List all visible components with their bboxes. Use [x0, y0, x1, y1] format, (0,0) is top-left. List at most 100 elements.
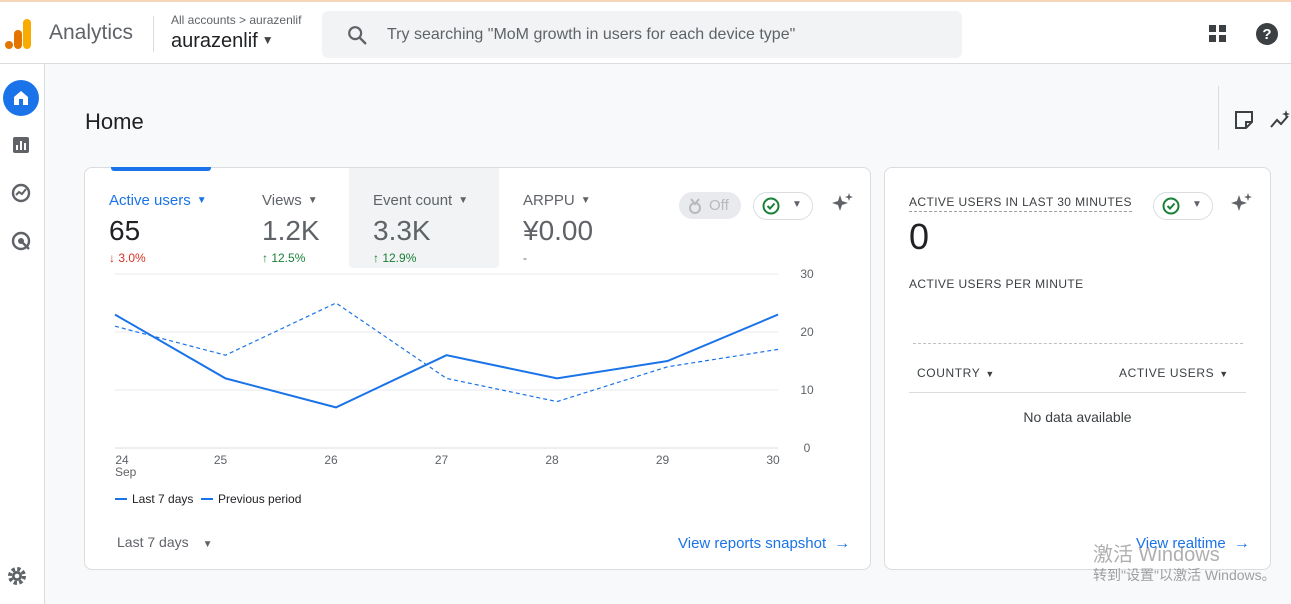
chevron-down-icon: ▼ — [792, 199, 802, 210]
chevron-down-icon: ▼ — [202, 539, 213, 550]
series-line-current — [114, 313, 779, 409]
date-range-selector[interactable]: Last 7 days ▼ — [117, 534, 213, 550]
legend-item-previous: Previous period — [201, 492, 301, 506]
data-quality-button[interactable]: ▼ — [753, 192, 813, 220]
arrow-right-icon: → — [1233, 535, 1250, 552]
windows-activation-watermark: 激活 Windows — [1093, 544, 1220, 566]
x-tick-label: 30 — [766, 453, 780, 467]
legend-swatch-solid — [115, 498, 127, 500]
metric-value: 1.2K — [262, 215, 320, 246]
metric-label: Active users ▼ — [109, 192, 207, 209]
metric-arppu[interactable]: ARPPU ▼ ¥0.00 - — [523, 168, 653, 268]
metric-label: Views ▼ — [262, 192, 318, 209]
app-name: Analytics — [49, 21, 134, 44]
realtime-title[interactable]: ACTIVE USERS IN LAST 30 MINUTES — [909, 195, 1132, 212]
chevron-down-icon: ▼ — [1219, 369, 1229, 379]
metric-views[interactable]: Views ▼ 1.2K ↑ 12.5% — [262, 168, 392, 268]
account-selector[interactable]: aurazenlif ▼ — [171, 30, 274, 53]
legend-label: Previous period — [218, 492, 302, 506]
help-icon[interactable]: ? — [1256, 23, 1278, 45]
metric-value: 3.3K — [373, 215, 431, 246]
realtime-card: ACTIVE USERS IN LAST 30 MINUTES 0 ▼ ACTI… — [884, 167, 1271, 570]
home-icon — [14, 91, 28, 105]
chevron-down-icon: ▼ — [580, 195, 591, 206]
sparkle-icon[interactable] — [1229, 192, 1253, 216]
sparkle-icon[interactable] — [830, 192, 854, 216]
column-header-active-users[interactable]: ACTIVE USERS ▼ — [1119, 366, 1229, 380]
y-tick-label: 30 — [800, 267, 814, 281]
chevron-down-icon: ▼ — [985, 369, 995, 379]
metric-event-count[interactable]: Event count ▼ 3.3K ↑ 12.9% — [349, 168, 499, 268]
y-tick-label: 10 — [800, 383, 814, 397]
page-title: Home — [85, 109, 144, 134]
svg-text:?: ? — [1262, 26, 1271, 43]
line-chart: 0 10 20 30 24 25 26 27 28 29 30 Sep — [114, 267, 814, 479]
realtime-value: 0 — [909, 216, 930, 257]
check-circle-icon — [762, 197, 780, 215]
realtime-data-quality-button[interactable]: ▼ — [1153, 192, 1213, 220]
link-label: View reports snapshot — [678, 535, 827, 552]
apps-grid-icon[interactable] — [1208, 24, 1228, 44]
nav-reports[interactable] — [3, 127, 39, 163]
left-nav-rail — [0, 64, 45, 604]
account-breadcrumb[interactable]: All accounts > aurazenlif — [171, 13, 302, 27]
chevron-down-icon: ▼ — [1192, 199, 1202, 210]
x-tick-label: 26 — [324, 453, 338, 467]
date-range-label: Last 7 days — [117, 534, 189, 550]
nav-home[interactable] — [3, 80, 39, 116]
account-name: aurazenlif — [171, 30, 258, 52]
nav-advertising[interactable] — [3, 223, 39, 259]
x-tick-sublabel: Sep — [115, 465, 137, 479]
column-header-country[interactable]: COUNTRY ▼ — [917, 366, 995, 380]
nav-explore[interactable] — [3, 175, 39, 211]
chevron-down-icon: ▼ — [458, 195, 469, 206]
metric-delta: ↓ 3.0% — [109, 251, 146, 265]
explore-icon — [11, 183, 31, 203]
benchmark-off-toggle[interactable]: Off — [679, 192, 741, 219]
metric-delta: - — [523, 251, 527, 265]
metric-label: Event count ▼ — [373, 192, 469, 209]
analytics-logo-icon[interactable] — [5, 19, 33, 49]
medal-icon — [689, 198, 701, 214]
gear-icon[interactable] — [6, 565, 28, 587]
metric-label: ARPPU ▼ — [523, 192, 591, 209]
realtime-per-minute-label: ACTIVE USERS PER MINUTE — [909, 277, 1084, 291]
link-label: View realtime — [1136, 535, 1226, 552]
x-tick-label: 27 — [435, 453, 449, 467]
legend-item-current: Last 7 days — [115, 492, 193, 506]
metric-delta: ↑ 12.9% — [373, 251, 417, 265]
search-input[interactable] — [385, 21, 949, 49]
arrow-right-icon: → — [834, 535, 851, 552]
y-tick-label: 0 — [804, 441, 811, 455]
view-reports-snapshot-link[interactable]: View reports snapshot → — [678, 535, 850, 553]
search-bar[interactable] — [322, 11, 962, 58]
x-tick-label: 29 — [656, 453, 670, 467]
header-actions-divider — [1218, 86, 1219, 150]
chevron-down-icon: ▼ — [307, 195, 318, 206]
legend-swatch-dashed — [201, 498, 213, 500]
view-realtime-link[interactable]: View realtime → — [1136, 535, 1250, 553]
windows-activation-hint: 转到"设置"以激活 Windows。 — [1093, 567, 1276, 583]
x-tick-label: 25 — [214, 453, 228, 467]
no-data-message: No data available — [1023, 409, 1132, 425]
search-icon — [348, 26, 367, 45]
metric-value: ¥0.00 — [523, 215, 594, 246]
table-divider — [909, 392, 1246, 393]
top-bar: Analytics All accounts > aurazenlif aura… — [0, 0, 1291, 64]
insights-icon[interactable] — [1270, 110, 1291, 130]
advertising-icon — [11, 231, 31, 251]
y-tick-label: 20 — [800, 325, 814, 339]
chevron-down-icon: ▼ — [196, 195, 207, 206]
reports-icon — [13, 137, 29, 153]
metric-active-users[interactable]: Active users ▼ 65 ↓ 3.0% — [109, 168, 239, 268]
note-icon[interactable] — [1234, 110, 1254, 130]
check-circle-icon — [1162, 197, 1180, 215]
per-minute-empty-bars — [913, 343, 1243, 344]
overview-card: Active users ▼ 65 ↓ 3.0% Views ▼ 1.2K ↑ 12… — [84, 167, 871, 570]
series-line-previous — [114, 302, 779, 403]
header-divider — [153, 16, 154, 52]
legend-label: Last 7 days — [132, 492, 194, 506]
x-tick-label: 24 — [115, 453, 129, 467]
x-tick-label: 28 — [545, 453, 559, 467]
off-label: Off — [709, 197, 729, 214]
